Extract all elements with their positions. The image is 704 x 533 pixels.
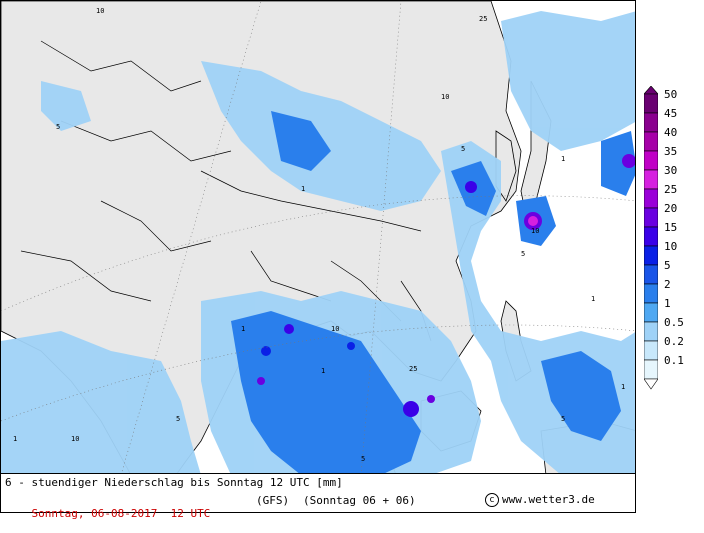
precip-medium	[231, 111, 635, 473]
legend-label: 10	[664, 240, 678, 253]
value-label: 1	[13, 435, 17, 443]
legend-label: 0.1	[664, 354, 684, 367]
legend-swatch	[644, 264, 658, 285]
legend-label: 1	[664, 297, 671, 310]
legend-label: 5	[664, 259, 671, 272]
legend-label: 40	[664, 126, 678, 139]
info-bar: 6 - stuendiger Niederschlag bis Sonntag …	[0, 474, 636, 520]
legend-swatch	[644, 283, 658, 304]
graticule	[1, 1, 635, 473]
value-label: 5	[561, 415, 565, 423]
legend-label: 25	[664, 183, 678, 196]
legend-swatch	[644, 226, 658, 247]
color-legend: 50 45 40 35 30 25 20 15 10 5 2 1 0.5 0.2 0.1	[636, 0, 704, 474]
legend-arrow-top	[644, 86, 658, 95]
value-label: 10	[96, 7, 104, 15]
value-label: 5	[56, 123, 60, 131]
legend-swatch	[644, 169, 658, 190]
legend-swatch	[644, 245, 658, 266]
legend-swatch	[644, 112, 658, 133]
legend-swatch	[644, 302, 658, 323]
value-label: 1	[621, 383, 625, 391]
precip-heavy	[257, 154, 635, 417]
legend-label: 0.5	[664, 316, 684, 329]
value-label: 10	[331, 325, 339, 333]
value-label: 5	[461, 145, 465, 153]
legend-swatch	[644, 340, 658, 361]
value-label: 25	[409, 365, 417, 373]
copyright-icon: c	[485, 493, 499, 507]
value-label: 1	[301, 185, 305, 193]
legend-swatch	[644, 207, 658, 228]
legend-colorbar	[644, 86, 658, 390]
value-label: 10	[441, 93, 449, 101]
legend-label: 50	[664, 88, 678, 101]
value-label: 1	[561, 155, 565, 163]
value-label: 25	[479, 15, 487, 23]
model-name: (GFS)	[256, 494, 290, 507]
legend-swatch	[644, 188, 658, 209]
legend-swatch	[644, 131, 658, 152]
legend-arrow-bottom	[644, 378, 658, 390]
value-label: 5	[521, 250, 525, 258]
legend-label: 20	[664, 202, 678, 215]
map-title: 6 - stuendiger Niederschlag bis Sonntag …	[5, 476, 343, 489]
value-label: 1	[241, 325, 245, 333]
value-label: 10	[531, 227, 539, 235]
forecast-date: Sonntag, 06-08-2017 12 UTC	[31, 507, 211, 520]
legend-swatch	[644, 150, 658, 171]
legend-label: 45	[664, 107, 678, 120]
legend-label: 2	[664, 278, 671, 291]
value-label: 5	[176, 415, 180, 423]
credit: c www.wetter3.de	[485, 493, 595, 507]
value-label: 5	[361, 455, 365, 463]
legend-label: 30	[664, 164, 678, 177]
legend-swatch	[644, 93, 658, 114]
legend-label: 35	[664, 145, 678, 158]
value-label: 1	[591, 295, 595, 303]
legend-label: 0.2	[664, 335, 684, 348]
legend-label: 15	[664, 221, 678, 234]
model-run: (Sonntag 06 + 06)	[303, 494, 416, 507]
value-label: 1	[321, 367, 325, 375]
value-labels: 10 5 1 25 10 5 1 10 5 1 1 5 10 25 1 5 1 …	[13, 7, 625, 463]
value-label: 10	[71, 435, 79, 443]
map-canvas: 10 5 1 25 10 5 1 10 5 1 1 5 10 25 1 5 1 …	[1, 1, 635, 473]
credit-text: www.wetter3.de	[502, 493, 595, 506]
legend-swatch	[644, 321, 658, 342]
legend-swatch	[644, 359, 658, 380]
precipitation-map: 10 5 1 25 10 5 1 10 5 1 1 5 10 25 1 5 1 …	[0, 0, 636, 474]
